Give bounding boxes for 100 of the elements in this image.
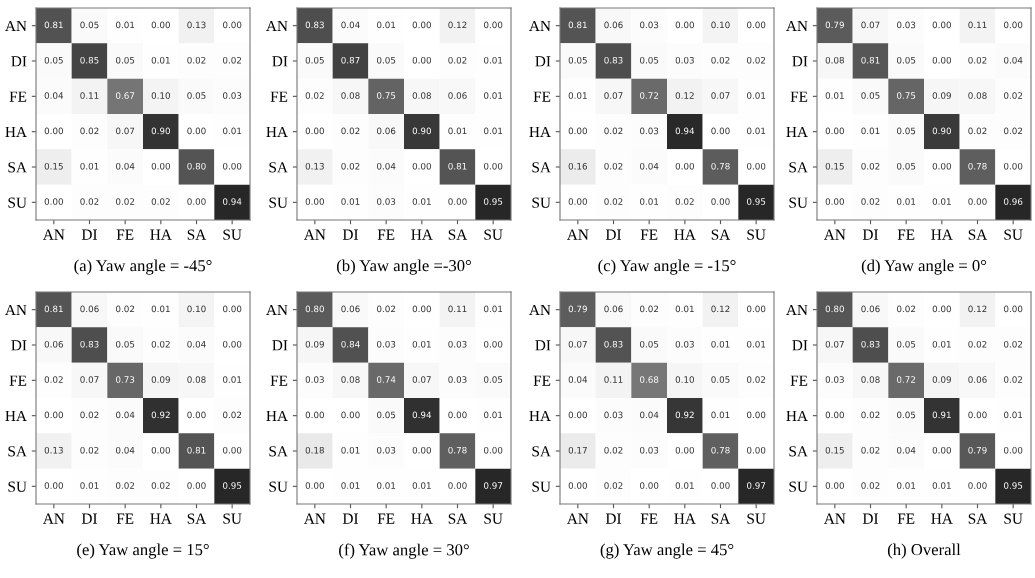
data-label: 0.01 (484, 305, 503, 313)
x-tick-label: DI (862, 229, 879, 240)
data-label: 0.85 (80, 56, 99, 64)
data-label: 0.01 (377, 482, 396, 489)
data-label: 0.00 (187, 482, 206, 489)
data-label: 0.05 (897, 162, 916, 170)
data-label: 0.12 (968, 305, 987, 313)
data-label: 0.94 (223, 198, 242, 205)
x-axis-title: (a) Yaw angle = -45° (74, 259, 212, 275)
data-label: 0.00 (825, 411, 844, 419)
data-label: 0.04 (116, 446, 135, 454)
data-label: 0.05 (44, 56, 63, 64)
x-axis-title: (e) Yaw angle = 15° (77, 543, 209, 559)
data-label: 0.01 (640, 198, 659, 205)
data-label: 0.05 (861, 92, 880, 99)
y-tick-label: SU (8, 197, 27, 208)
data-label: 0.02 (1004, 92, 1023, 99)
x-axis-title: (c) Yaw angle = -15° (598, 259, 736, 275)
y-tick-label: FE (533, 375, 551, 386)
y-tick-label: SU (269, 481, 288, 492)
data-label: 0.02 (897, 305, 916, 313)
data-label: 0.06 (44, 340, 64, 348)
data-label: 0.01 (223, 127, 242, 135)
x-tick-label: AN (303, 513, 326, 524)
y-tick-label: SA (269, 446, 288, 457)
y-tick-label: HA (5, 410, 27, 421)
data-label: 0.09 (932, 376, 951, 383)
y-tick-label: SU (532, 481, 551, 492)
data-label: 0.01 (747, 127, 766, 135)
data-label: 0.08 (187, 376, 206, 383)
x-tick-label: SU (223, 513, 242, 524)
data-label: 0.15 (825, 162, 844, 170)
data-label: 0.08 (861, 376, 880, 383)
data-label: 0.00 (187, 411, 206, 419)
data-label: 0.08 (412, 92, 431, 99)
data-label: 0.79 (825, 21, 844, 29)
data-label: 0.08 (341, 92, 360, 99)
data-label: 0.02 (341, 162, 360, 170)
data-label: 0.75 (377, 92, 396, 99)
data-label: 0.01 (412, 198, 431, 205)
x-tick-label: AN (42, 513, 65, 524)
data-label: 0.83 (604, 56, 623, 64)
x-tick-label: HA (150, 513, 172, 524)
data-label: 0.02 (305, 92, 324, 99)
data-label: 0.00 (568, 198, 587, 205)
x-tick-label: HA (931, 229, 953, 240)
data-label: 0.72 (897, 376, 916, 383)
y-tick-label: FE (533, 91, 551, 102)
x-tick-label: AN (566, 513, 589, 524)
data-label: 0.00 (151, 446, 170, 454)
data-label: 0.00 (484, 21, 503, 29)
data-label: 0.00 (747, 446, 766, 454)
data-label: 0.02 (116, 198, 135, 205)
data-label: 0.04 (640, 411, 659, 419)
data-label: 0.73 (116, 376, 135, 383)
data-label: 0.81 (861, 56, 880, 64)
data-label: 0.01 (412, 482, 431, 489)
y-tick-label: HA (5, 126, 27, 137)
data-label: 0.02 (448, 56, 467, 64)
data-label: 0.78 (448, 446, 467, 454)
data-label: 0.16 (568, 162, 588, 170)
y-tick-label: SA (8, 162, 27, 173)
data-label: 0.02 (711, 56, 730, 64)
data-label: 0.04 (341, 21, 360, 29)
data-label: 0.00 (675, 162, 694, 170)
x-tick-label: AN (566, 229, 589, 240)
data-label: 0.07 (80, 376, 99, 383)
x-tick-label: FE (640, 513, 658, 524)
y-tick-label: DI (11, 56, 27, 67)
data-label: 0.00 (44, 127, 63, 135)
data-label: 0.10 (187, 305, 206, 313)
y-tick-label: HA (786, 410, 808, 421)
x-tick-label: FE (377, 513, 395, 524)
data-label: 0.00 (412, 162, 431, 170)
data-label: 0.08 (341, 376, 360, 383)
data-label: 0.95 (1004, 482, 1023, 489)
data-label: 0.01 (484, 92, 503, 99)
data-label: 0.94 (412, 411, 432, 419)
data-label: 0.78 (968, 162, 987, 170)
y-tick-label: AN (266, 20, 288, 31)
data-label: 0.03 (640, 21, 659, 29)
y-tick-label: HA (266, 410, 288, 421)
data-label: 0.02 (151, 482, 170, 489)
data-label: 0.02 (44, 376, 63, 383)
x-tick-label: DI (862, 513, 879, 524)
data-label: 0.01 (897, 482, 916, 489)
data-label: 0.74 (377, 376, 396, 383)
data-label: 0.02 (151, 340, 170, 348)
data-label: 0.00 (825, 198, 844, 205)
data-label: 0.09 (305, 340, 324, 348)
data-label: 0.01 (932, 482, 951, 489)
data-label: 0.00 (305, 127, 324, 135)
data-label: 0.02 (747, 376, 766, 383)
data-label: 0.72 (640, 92, 659, 99)
x-tick-label: FE (897, 229, 915, 240)
y-tick-label: AN (786, 20, 808, 31)
data-label: 0.00 (44, 482, 63, 489)
data-label: 0.92 (675, 411, 694, 419)
data-label: 0.02 (861, 162, 880, 170)
x-axis-title: (f) Yaw angle = 30° (339, 543, 469, 559)
